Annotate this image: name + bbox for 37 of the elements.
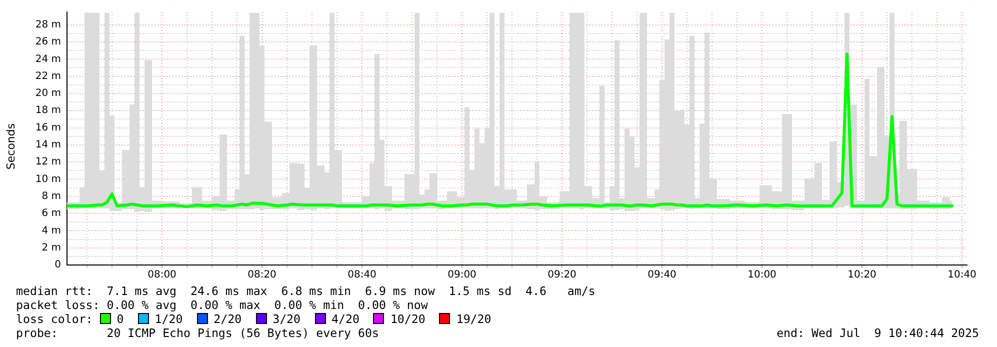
x-tick-label: 10:00 — [748, 270, 776, 281]
y-tick-label: 8 m — [42, 190, 61, 202]
text: median rtt: 7.1 ms avg 24.6 ms max 6.8 ms min 6.9 ms now 1.5 ms sd 4.6 am/s — [16, 284, 596, 298]
y-tick-label: 26 m — [35, 36, 61, 48]
text: 19/20 — [456, 312, 492, 326]
y-tick-label: 18 m — [35, 105, 61, 116]
x-tick-label: 08:40 — [348, 270, 376, 281]
y-tick-label: 22 m — [35, 70, 61, 82]
text: probe: 20 ICMP Echo Pings (56 Bytes) every 60s — [16, 326, 379, 340]
y-tick-label: 20 m — [35, 88, 61, 100]
text: 0 — [116, 312, 124, 326]
x-tick-label: 08:00 — [148, 270, 176, 281]
text: 2/20 — [214, 312, 242, 326]
y-tick-label: 10 m — [35, 174, 61, 185]
y-tick-label: 28 m — [35, 19, 61, 30]
text: packet loss: 0.00 % avg 0.00 % max 0.00 % min 0.00 % now — [16, 298, 428, 312]
text: end: Wed Jul 9 10:40:44 2025 — [776, 326, 979, 340]
x-tick-label: 10:40 — [948, 270, 976, 281]
y-tick-label: 6 m — [42, 208, 61, 220]
y-tick-label: 4 m — [42, 225, 61, 236]
text: loss color: — [16, 312, 93, 326]
y-tick-label: 2 m — [42, 242, 61, 254]
x-tick-label: 09:20 — [548, 270, 576, 281]
x-tick-label: 08:20 — [248, 270, 276, 281]
y-tick-label: 16 m — [35, 122, 61, 134]
x-tick-label: 09:00 — [448, 270, 476, 281]
y-axis-title: Seconds — [4, 123, 18, 170]
y-tick-label: 0 — [54, 260, 61, 271]
text: 10/20 — [390, 312, 426, 326]
y-tick-label: 14 m — [35, 140, 61, 151]
y-tick-label: 24 m — [35, 54, 61, 65]
x-tick-label: 09:40 — [648, 270, 676, 281]
text: 3/20 — [272, 312, 301, 326]
text: 4/20 — [332, 312, 360, 326]
text: 1/20 — [154, 312, 183, 326]
x-tick-label: 10:20 — [848, 270, 876, 281]
y-tick-label: 12 m — [35, 156, 61, 168]
